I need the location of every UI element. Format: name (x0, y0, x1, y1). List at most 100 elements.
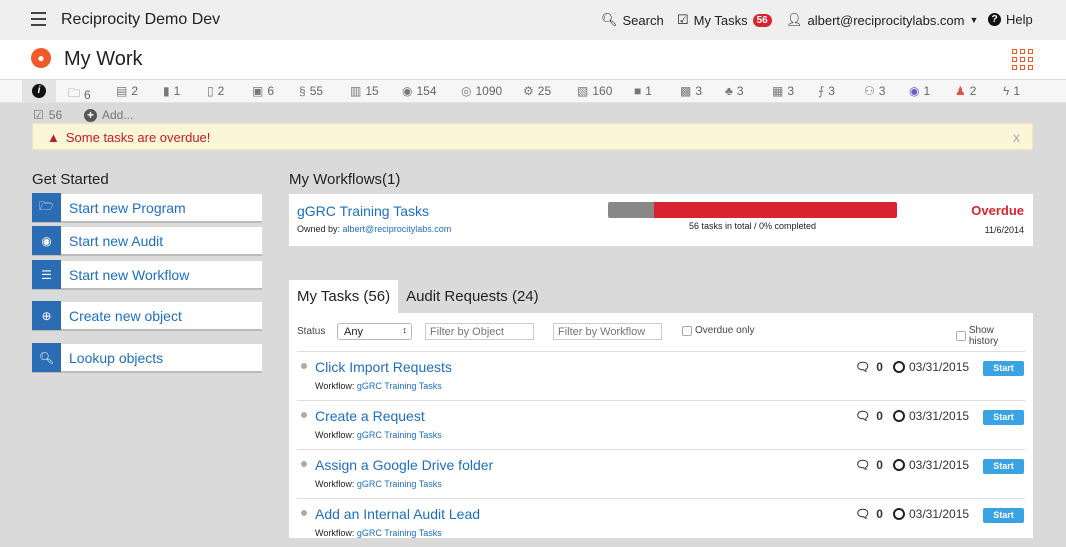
due-date: 03/31/2015 (893, 360, 969, 374)
start-new-program-button[interactable]: 🗁︎ Start new Program (32, 193, 262, 223)
object-tab-people[interactable]: ⚇ 3 (864, 84, 886, 98)
object-tab-file-dollar[interactable]: ▥ 15 (350, 84, 379, 98)
task-name-link[interactable]: Add an Internal Audit Lead (315, 506, 481, 522)
create-new-object-button[interactable]: ⊕ Create new object (32, 301, 262, 331)
filter-workflow-input[interactable] (553, 323, 662, 340)
lookup-objects-button[interactable]: 🔍︎ Lookup objects (32, 343, 262, 373)
tasks-count-badge: 56 (752, 13, 772, 27)
hamburger-menu-icon[interactable] (31, 12, 46, 26)
object-tab-cart[interactable]: ⨍ 3 (818, 84, 835, 98)
start-new-workflow-button[interactable]: ☰ Start new Workflow (32, 260, 262, 290)
start-button[interactable]: Start (983, 361, 1024, 376)
caret-down-icon: ▼ (969, 15, 979, 25)
info-tab[interactable]: i (22, 80, 56, 103)
progress-segment (654, 202, 897, 218)
user-menu[interactable]: 👤︎ albert@reciprocitylabs.com ▼ (786, 12, 979, 28)
object-tab-folder[interactable]: 🗀 6 (68, 84, 91, 105)
tasks-count-item[interactable]: ☑ 56 (33, 108, 63, 122)
task-workflow: Workflow: gGRC Training Tasks (315, 528, 442, 538)
workflow-link[interactable]: gGRC Training Tasks (356, 381, 442, 391)
tab-audit-requests[interactable]: Audit Requests (24) (406, 288, 539, 305)
workflow-link[interactable]: gGRC Training Tasks (356, 528, 442, 538)
comments-count[interactable]: 🗨︎ 0 (855, 458, 883, 472)
target-icon: ◉ (402, 84, 413, 98)
task-row: Add an Internal Audit Lead Workflow: gGR… (297, 498, 1025, 547)
task-workflow: Workflow: gGRC Training Tasks (315, 430, 442, 440)
bolt-icon: ϟ (1003, 84, 1010, 98)
user-icon: 👤︎ (786, 12, 803, 27)
close-alert-button[interactable]: x (1013, 129, 1020, 145)
overdue-only-checkbox[interactable]: Overdue only (682, 325, 754, 336)
start-button[interactable]: Start (983, 410, 1024, 425)
object-tab-file-link[interactable]: ▧ 160 (577, 84, 613, 98)
start-new-audit-button[interactable]: ◉ Start new Audit (32, 226, 262, 256)
object-tab-sign[interactable]: ♣ 3 (725, 84, 744, 98)
webcam-icon: ◎ (461, 84, 472, 98)
task-name-link[interactable]: Create a Request (315, 408, 425, 424)
search-button[interactable]: 🔍︎ Search (601, 12, 664, 28)
status-badge: Overdue (971, 203, 1024, 218)
folder-icon: 🗁︎ (32, 193, 61, 222)
object-tab-section[interactable]: § 55 (299, 84, 324, 98)
object-tab-eye[interactable]: ◉ 1 (909, 84, 931, 98)
add-object-button[interactable]: + Add... (84, 108, 133, 122)
object-tab-book[interactable]: ▮ 1 (163, 84, 181, 98)
app-title: Reciprocity Demo Dev (61, 11, 221, 28)
show-history-checkbox[interactable]: Show history (956, 325, 1025, 347)
filters: Status Any Overdue only Show history (297, 323, 1025, 347)
due-date: 03/31/2015 (893, 507, 969, 521)
object-bar: i 🗀 6 ▤ 2 ▮ 1 ▯ 2 ▣ 6 § 55 ▥ 15 ◉ 154 ◎ 1090 ⚙ 25 ▧ 160 ■ 1 ▩ 3 ♣ 3… (0, 80, 1066, 103)
file-dollar-icon: ▥ (350, 84, 362, 98)
object-tab-building[interactable]: ▦ 3 (772, 84, 795, 98)
object-tab-floppy[interactable]: ■ 1 (634, 84, 652, 98)
person-icon: ● (31, 48, 51, 68)
due-date: 03/31/2015 (893, 409, 969, 423)
comments-count[interactable]: 🗨︎ 0 (855, 360, 883, 374)
clock-icon (893, 361, 905, 373)
filter-object-input[interactable] (425, 323, 534, 340)
object-tab-webcam[interactable]: ◎ 1090 (461, 84, 503, 98)
object-tab-document[interactable]: ▤ 2 (116, 84, 139, 98)
comments-count[interactable]: 🗨︎ 0 (855, 409, 883, 423)
owner-link[interactable]: albert@reciprocitylabs.com (342, 224, 452, 234)
task-row: Assign a Google Drive folder Workflow: g… (297, 449, 1025, 498)
help-button[interactable]: ? Help (988, 12, 1033, 27)
workflow-progress-bar (608, 202, 897, 218)
tab-my-tasks[interactable]: My Tasks (56) (289, 280, 399, 313)
person-icon: ♟ (955, 84, 966, 98)
calendar-check-icon: ☑ (33, 108, 44, 122)
my-tasks-button[interactable]: ☑ My Tasks 56 (677, 12, 772, 28)
document-icon: ▤ (116, 84, 128, 98)
clock-icon (893, 410, 905, 422)
object-tab-person[interactable]: ♟ 2 (955, 84, 977, 98)
workflow-link[interactable]: gGRC Training Tasks (356, 479, 442, 489)
start-button[interactable]: Start (983, 508, 1024, 523)
workflow-link[interactable]: gGRC Training Tasks (356, 430, 442, 440)
task-name-link[interactable]: Click Import Requests (315, 359, 452, 375)
cart-icon: ⨍ (818, 84, 825, 98)
object-tab-gears[interactable]: ⚙ 25 (523, 84, 552, 98)
list-icon: ☰ (32, 260, 61, 289)
get-started-title: Get Started (32, 171, 109, 188)
bullet-icon (301, 510, 307, 516)
my-workflows-title: My Workflows(1) (289, 171, 401, 188)
section-icon: § (299, 84, 306, 98)
floppy-icon: ■ (634, 84, 642, 98)
object-tab-file[interactable]: ▯ 2 (207, 84, 225, 98)
workflow-name-link[interactable]: gGRC Training Tasks (297, 203, 430, 219)
task-row: Click Import Requests Workflow: gGRC Tra… (297, 351, 1025, 400)
object-tab-file-check[interactable]: ▣ 6 (252, 84, 275, 98)
overdue-alert: ▲ Some tasks are overdue! x (32, 123, 1033, 150)
object-tab-box[interactable]: ▩ 3 (680, 84, 703, 98)
tasks-panel: Status Any Overdue only Show history Cli… (289, 313, 1033, 538)
clock-icon (893, 459, 905, 471)
start-button[interactable]: Start (983, 459, 1024, 474)
people-icon: ⚇ (864, 84, 875, 98)
comments-count[interactable]: 🗨︎ 0 (855, 507, 883, 521)
object-tab-target[interactable]: ◉ 154 (402, 84, 437, 98)
warning-icon: ▲ (47, 130, 60, 145)
apps-grid-icon[interactable] (1012, 49, 1033, 70)
status-select[interactable]: Any (337, 323, 412, 340)
task-name-link[interactable]: Assign a Google Drive folder (315, 457, 494, 473)
